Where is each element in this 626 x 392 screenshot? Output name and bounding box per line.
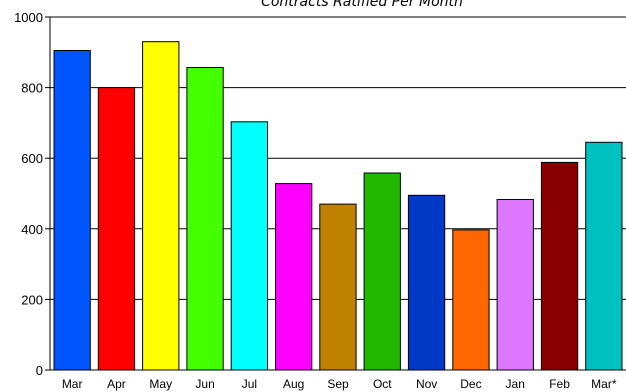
x-tick-label: Dec <box>460 377 481 391</box>
x-tick-label: Apr <box>107 377 126 391</box>
x-tick-label: Sep <box>327 377 349 391</box>
x-tick-label: Jun <box>195 377 214 391</box>
x-tick-label: Aug <box>283 377 304 391</box>
bar-may <box>142 41 180 371</box>
bar-aug <box>275 183 313 371</box>
x-tick-label: Oct <box>373 377 392 391</box>
bar-mar <box>585 141 623 371</box>
bar-oct <box>363 172 401 371</box>
bar-jul <box>230 121 268 371</box>
y-tick-label: 1000 <box>14 10 43 25</box>
bar-nov <box>407 194 446 371</box>
bar-dec <box>452 229 490 371</box>
bars <box>53 41 623 371</box>
x-tick-label: May <box>149 377 172 391</box>
x-tick-label: Feb <box>549 377 570 391</box>
y-tick-label: 0 <box>36 363 43 378</box>
bar-apr <box>97 87 136 371</box>
bar-mar <box>53 50 91 371</box>
y-tick-label: 800 <box>21 81 43 96</box>
y-axis-ticks: 0 200 400 600 800 1000 <box>14 10 50 378</box>
bar-jan <box>496 199 534 371</box>
x-tick-label: Nov <box>416 377 437 391</box>
bar-feb <box>540 161 579 371</box>
bar-sep <box>319 203 357 371</box>
y-tick-label: 400 <box>21 222 43 237</box>
x-tick-label: Jan <box>506 377 525 391</box>
bar-jun <box>186 67 224 371</box>
x-tick-label: Jul <box>242 377 257 391</box>
y-tick-label: 200 <box>21 292 43 307</box>
axes <box>49 17 626 371</box>
chart-title: Contracts Ratified Per Month <box>261 0 463 10</box>
x-tick-label: Mar* <box>591 377 617 391</box>
x-tick-label: Mar <box>62 377 83 391</box>
x-axis-labels: Mar Apr May Jun Jul Aug Sep Oct Nov Dec Jan Feb Mar* <box>62 377 617 391</box>
y-tick-label: 600 <box>21 151 43 166</box>
